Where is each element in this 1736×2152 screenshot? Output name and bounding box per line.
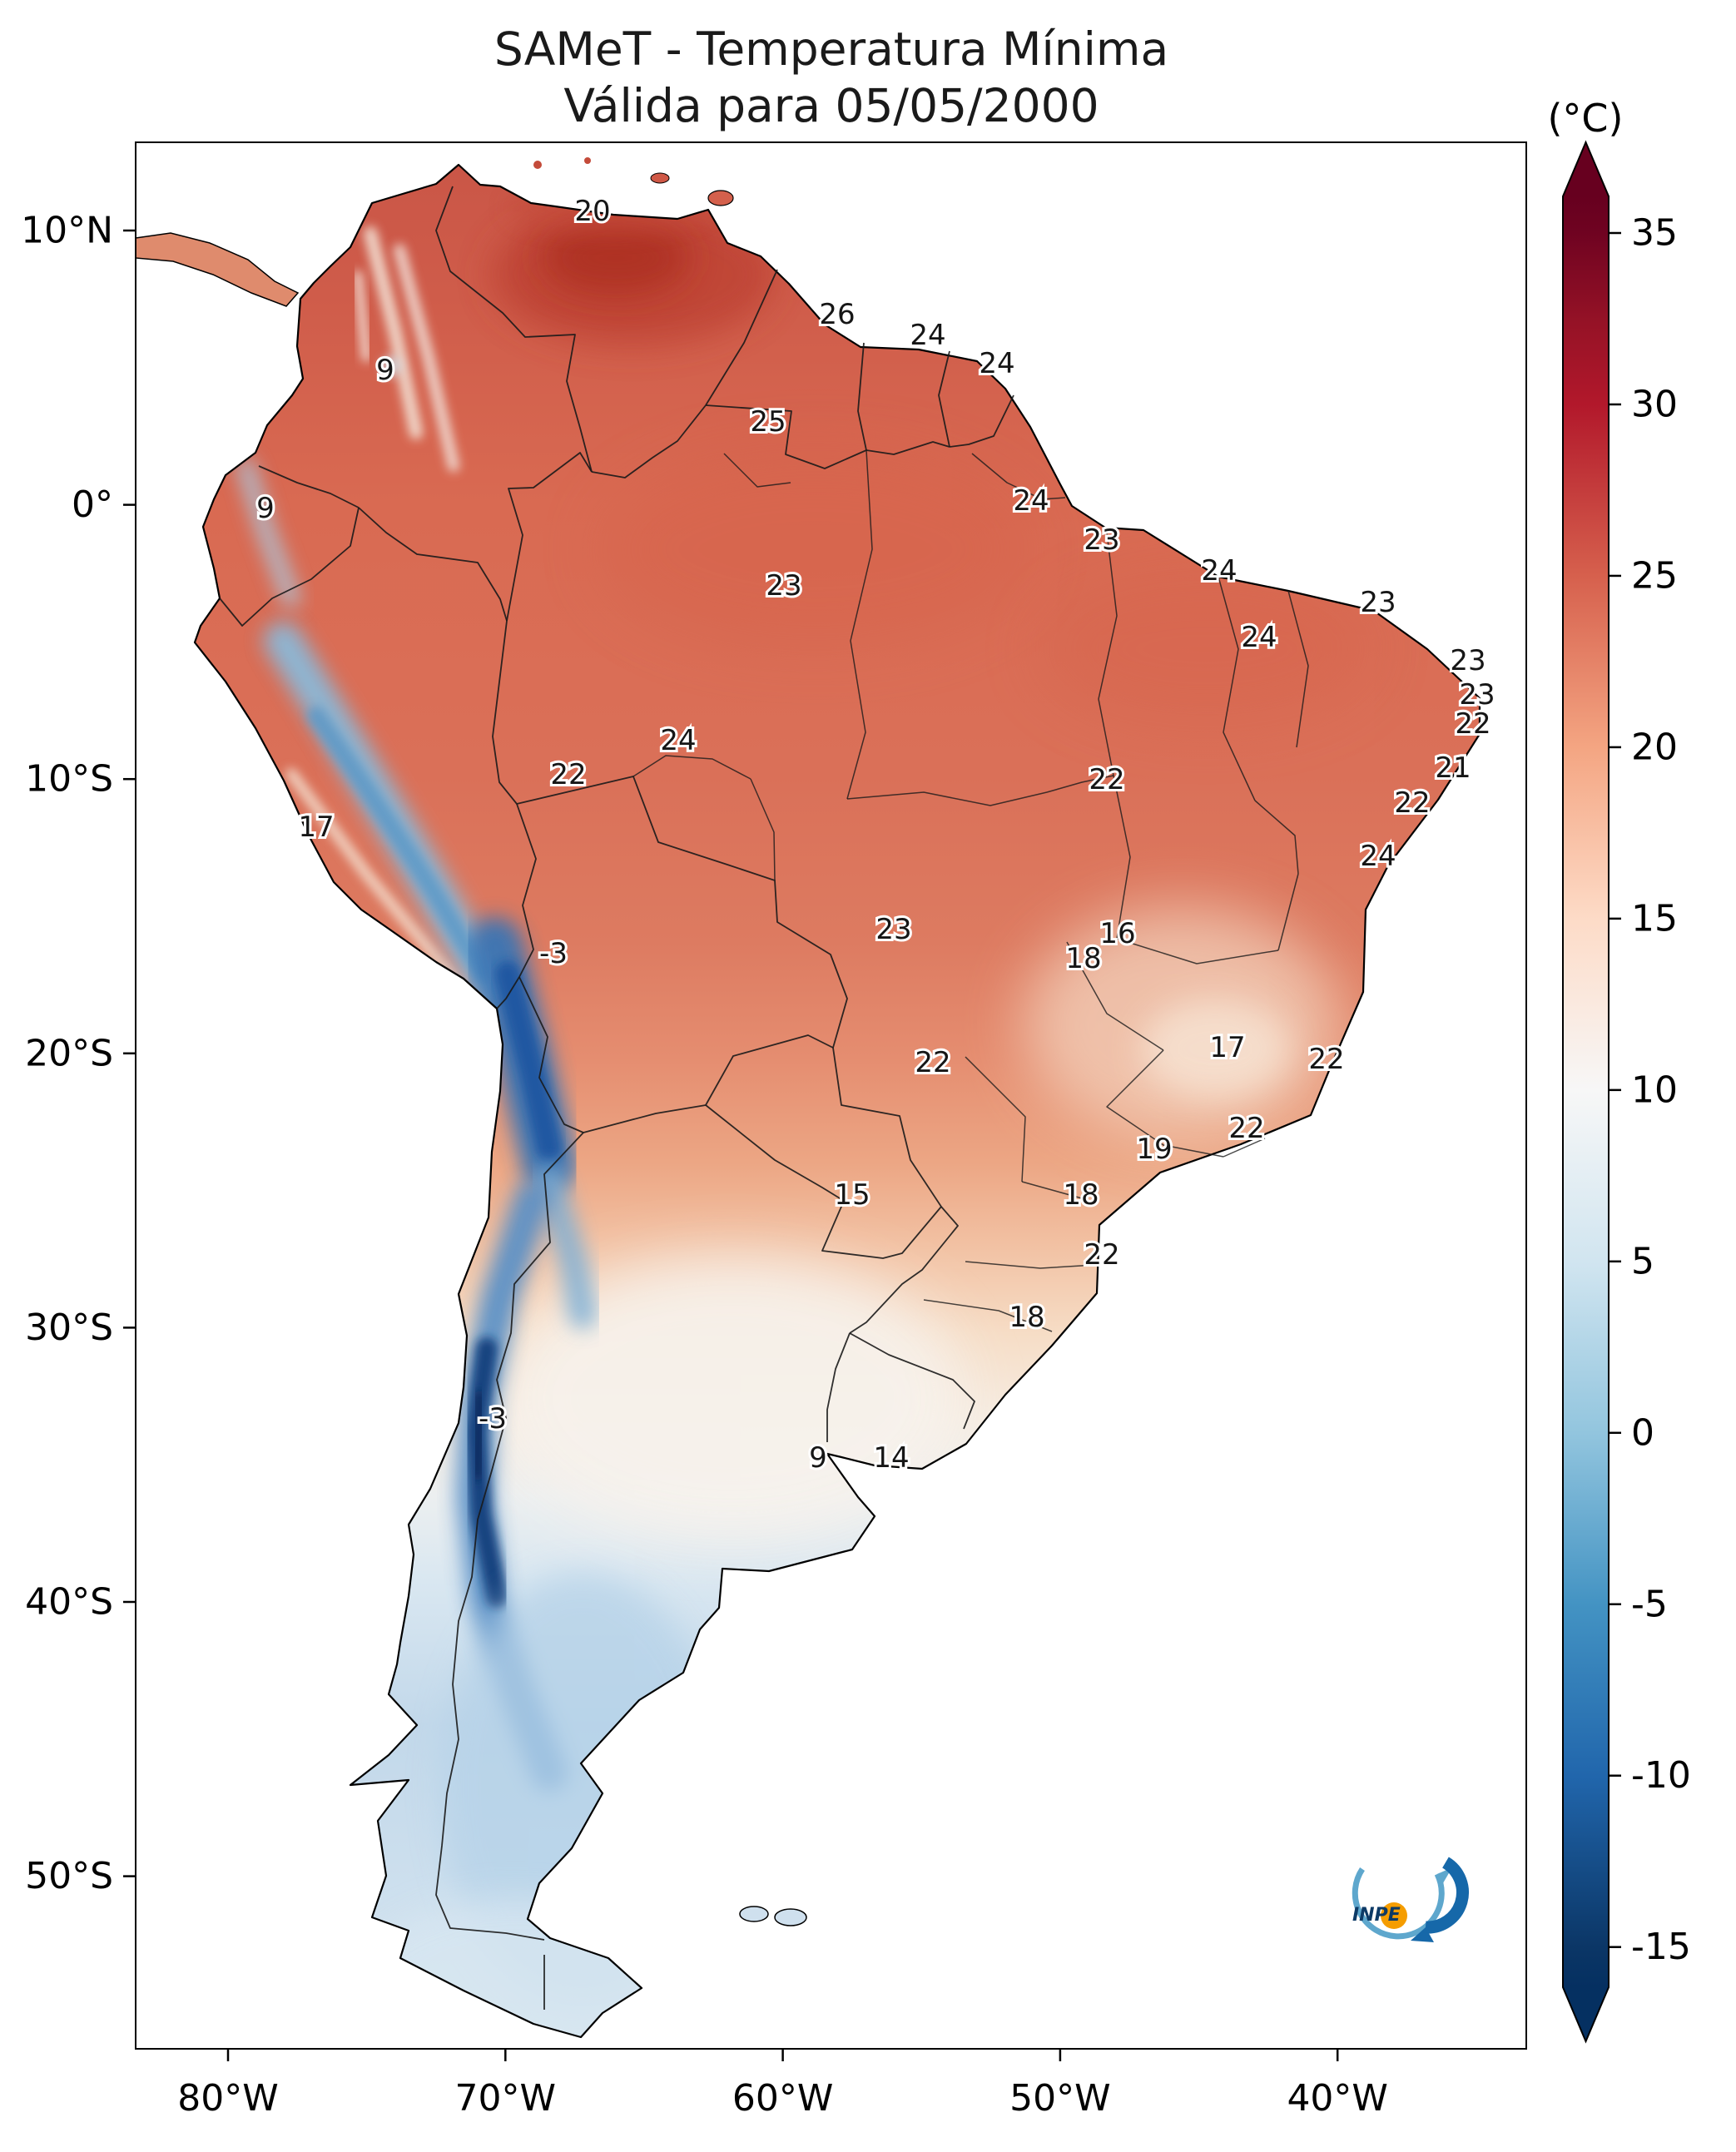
falkland-island-west [739, 1906, 769, 1922]
inpe-logo-arrowhead-icon [1411, 1927, 1434, 1942]
margarita-island [650, 172, 670, 184]
country-borders [219, 186, 1014, 2010]
colorbar-tick-label: 15 [1631, 897, 1678, 940]
station-temp-label: 14 [873, 1441, 909, 1475]
station-temp-label: 18 [1063, 1178, 1099, 1212]
station-temp-label: 22 [1084, 1238, 1119, 1272]
station-temp-label: 17 [298, 811, 334, 844]
station-temp-label: 22 [550, 758, 586, 791]
station-temp-label: 22 [1394, 786, 1430, 820]
y-tick-label: 30°S [25, 1307, 113, 1349]
station-temp-label: 22 [1455, 707, 1490, 741]
y-tick-label: 10°N [21, 210, 113, 252]
colorbar-tick-label: 35 [1631, 212, 1678, 255]
station-temp-label: 24 [979, 347, 1014, 380]
station-temp-label: 26 [819, 298, 855, 331]
inpe-logo-text: INPE [1352, 1905, 1401, 1926]
station-temp-label: 22 [1308, 1043, 1344, 1076]
inpe-logo-dot-icon [1381, 1902, 1407, 1929]
coastline [193, 163, 1481, 2039]
station-temp-label: 23 [875, 913, 911, 946]
station-temp-label: 15 [834, 1178, 870, 1212]
y-tick-label: 10°S [25, 758, 113, 801]
colorbar-tick-label: 0 [1631, 1411, 1654, 1454]
caribbean-islet [584, 157, 591, 164]
colorbar-top-arrow [1563, 142, 1609, 196]
trinidad-island [707, 190, 734, 206]
station-temp-label: 18 [1009, 1301, 1044, 1334]
plot-frame [135, 141, 1527, 2050]
temperature-field [195, 165, 1480, 2037]
colorbar-tick-label: 20 [1631, 726, 1678, 768]
station-temp-label: 24 [1241, 621, 1277, 654]
station-temp-label: 25 [750, 405, 786, 439]
station-temp-label: 22 [1089, 763, 1124, 796]
inpe-logo-arrow-icon [1425, 1857, 1469, 1934]
x-tick-label: 40°W [1287, 2077, 1388, 2120]
colorbar-tick-label: 5 [1631, 1240, 1654, 1282]
inpe-logo-swirl-icon [1352, 1867, 1445, 1940]
x-tick-label: 60°W [732, 2077, 834, 2120]
inpe-logo: INPE [1352, 1857, 1469, 1942]
station-temp-label: 23 [766, 569, 801, 602]
chart-subtitle: Válida para 05/05/2000 [563, 79, 1099, 132]
caribbean-islet [533, 161, 542, 169]
station-temp-label: 23 [1459, 678, 1495, 712]
station-temp-label: 23 [1360, 586, 1396, 619]
station-temp-label: 9 [376, 354, 394, 387]
panama-isthmus [135, 232, 300, 307]
station-temp-label: 23 [1084, 523, 1119, 557]
station-temp-label: 23 [1450, 644, 1486, 677]
state-borders [632, 449, 1309, 1332]
station-temp-label: 24 [660, 724, 696, 757]
colorbar: (°C) 35 30 25 20 15 10 5 0 -5 -10 -15 [1547, 96, 1691, 2044]
station-temp-label: 24 [910, 319, 945, 352]
colorbar-ticks: 35 30 25 20 15 10 5 0 -5 -10 -15 [1609, 212, 1691, 1968]
y-axis: 10°N 0° 10°S 20°S 30°S 40°S 50°S [21, 210, 136, 1897]
x-tick-label: 50°W [1009, 2077, 1111, 2120]
colorbar-tick-label: -5 [1631, 1583, 1668, 1625]
x-axis: 80°W 70°W 60°W 50°W 40°W [177, 2049, 1388, 2120]
station-temp-label: 19 [1136, 1133, 1172, 1166]
station-temp-label: -3 [479, 1402, 507, 1435]
colorbar-tick-label: 25 [1631, 554, 1678, 597]
y-tick-label: 40°S [25, 1581, 113, 1624]
station-temp-label: 24 [1360, 840, 1396, 873]
station-temp-label: 24 [1013, 484, 1049, 518]
colorbar-tick-label: 10 [1631, 1069, 1678, 1111]
station-temp-label: 16 [1099, 917, 1135, 950]
y-tick-label: 0° [72, 483, 113, 526]
y-tick-label: 20°S [25, 1032, 113, 1074]
colorbar-outline [1562, 140, 1610, 2044]
colorbar-bottom-arrow [1563, 1987, 1609, 2041]
station-temp-label: 9 [256, 492, 275, 525]
colorbar-tick-label: -15 [1631, 1926, 1691, 1968]
x-tick-label: 80°W [177, 2077, 279, 2120]
colorbar-unit-label: (°C) [1547, 96, 1623, 141]
station-temp-label: 20 [574, 195, 610, 228]
colorbar-tick-label: 30 [1631, 383, 1678, 425]
colorbar-tick-label: -10 [1631, 1754, 1691, 1797]
station-temp-label: 9 [809, 1441, 827, 1475]
x-tick-label: 70°W [455, 2077, 557, 2120]
station-temp-label: 17 [1209, 1031, 1245, 1064]
station-temp-label: 21 [1435, 751, 1471, 785]
station-temp-label: 24 [1201, 554, 1237, 588]
colorbar-gradient [1563, 196, 1609, 1987]
station-temp-label: 18 [1065, 942, 1101, 975]
y-tick-label: 50°S [25, 1855, 113, 1897]
chart-title: SAMeT - Temperatura Mínima [494, 22, 1168, 76]
station-temp-label: -3 [539, 937, 568, 970]
falkland-island-east [774, 1908, 807, 1926]
station-temp-label: 22 [915, 1046, 950, 1079]
station-temp-label: 22 [1228, 1112, 1264, 1145]
